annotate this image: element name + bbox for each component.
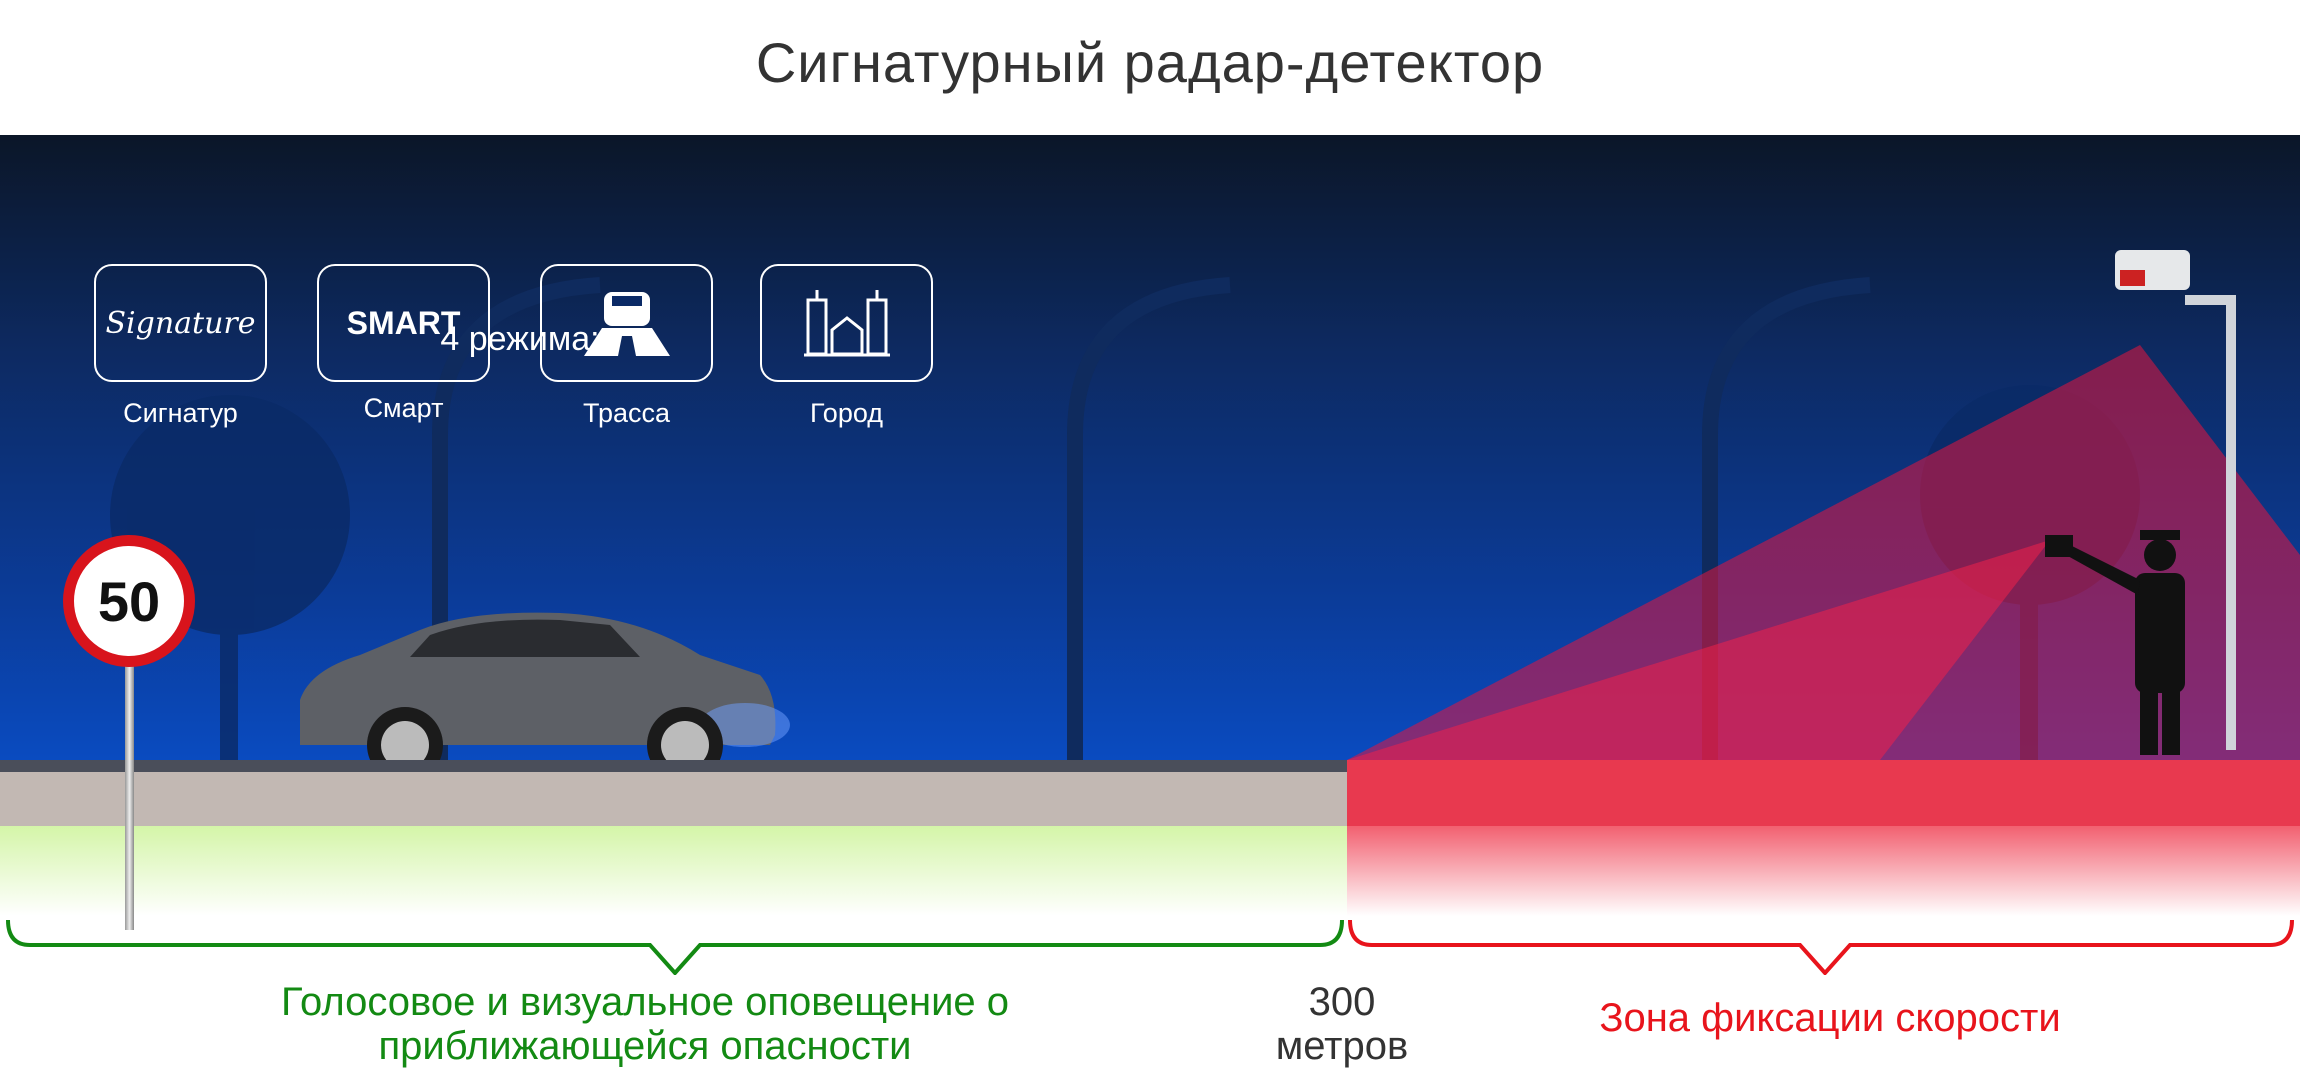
signature-script-icon: Signature	[105, 305, 256, 341]
speed-zone-gradient	[1347, 826, 2300, 916]
car-image	[300, 612, 790, 760]
alert-line-1: Голосовое и визуальное оповещение о	[280, 980, 1010, 1024]
alert-zone-gradient	[0, 826, 1347, 916]
city-buildings-icon	[803, 290, 890, 357]
zone-braces	[6, 919, 2294, 975]
distance-label: 300 метров	[1242, 980, 1442, 1068]
street-lamps	[432, 277, 1871, 760]
speed-zone-label: Зона фиксации скорости	[1599, 996, 2061, 1040]
mode-city[interactable]	[760, 264, 933, 382]
alert-brace	[6, 919, 1344, 975]
radar-gun-beam	[1347, 540, 2050, 760]
distance-value: 300	[1308, 980, 1376, 1024]
modes-heading: 4 режима:	[440, 320, 600, 358]
mode-signature-label: Сигнатур	[123, 398, 238, 428]
page-title: Сигнатурный радар-детектор	[755, 31, 1545, 94]
speed-limit-sign: 50	[63, 535, 195, 667]
mode-highway-label: Трасса	[582, 398, 671, 428]
mode-signature[interactable]: Signature	[94, 264, 267, 382]
mode-smart[interactable]: SMART	[317, 264, 490, 382]
scene-illustration	[110, 250, 2300, 760]
camera-beam	[1347, 345, 2300, 760]
mode-highway[interactable]	[540, 264, 713, 382]
mode-city-label: Город	[809, 398, 884, 428]
speed-camera-icon	[2115, 250, 2236, 750]
speed-zone-road	[1347, 760, 2300, 826]
smart-text-icon: SMART	[346, 304, 461, 341]
police-officer-silhouette	[2045, 530, 2185, 755]
mode-smart-label: Смарт	[363, 393, 444, 423]
car-on-road-icon	[583, 292, 670, 356]
distance-unit: метров	[1275, 1024, 1409, 1068]
alert-line-2: приближающейся опасности	[378, 1024, 912, 1068]
alert-description: Голосовое и визуальное оповещение о приб…	[120, 980, 1170, 1068]
night-scene: 4 режима: Signature Сигнатур SMART Смарт…	[0, 135, 2300, 760]
zone-brace	[1348, 919, 2294, 975]
sign-pole	[125, 665, 134, 930]
